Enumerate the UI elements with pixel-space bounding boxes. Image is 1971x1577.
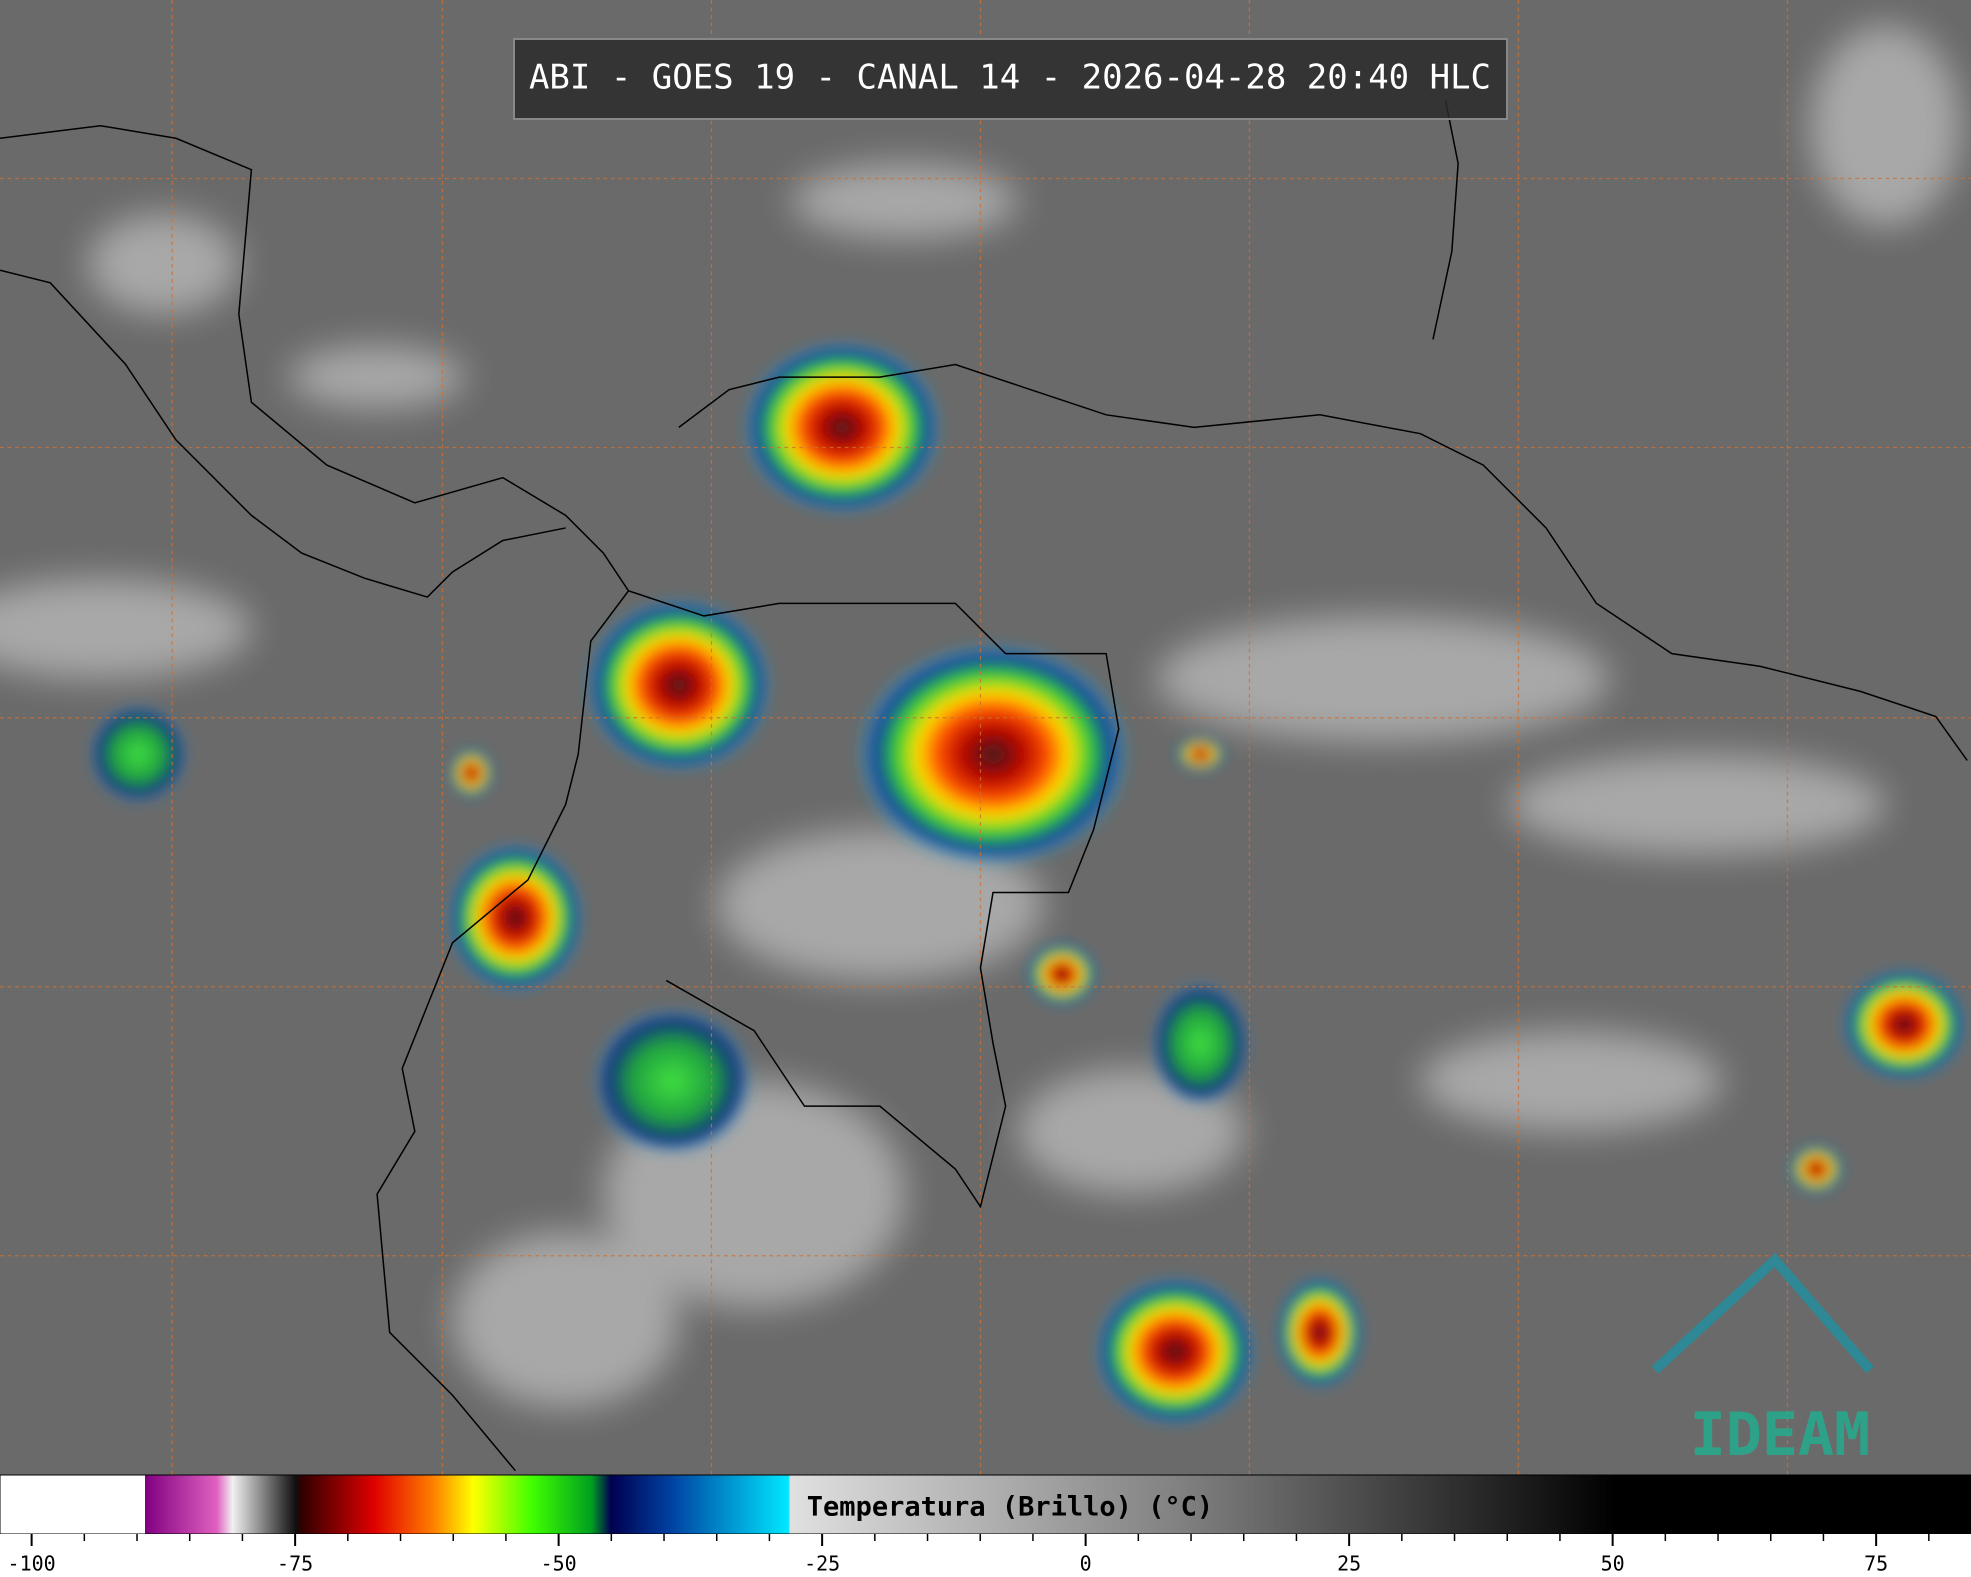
tick-label: 0: [1080, 1552, 1092, 1576]
map-title: ABI - GOES 19 - CANAL 14 - 2026-04-28 20…: [529, 58, 1491, 98]
logo-text: IDEAM: [1690, 1400, 1871, 1470]
tick-label: 50: [1601, 1552, 1625, 1576]
tick-label: 25: [1337, 1552, 1361, 1576]
colorbar: Temperatura (Brillo) (°C): [0, 1474, 1971, 1577]
colorbar-label: Temperatura (Brillo) (°C): [807, 1492, 1213, 1523]
tick-label: -75: [277, 1552, 313, 1576]
satellite-map: IDEAM ABI - GOES 19 - CANAL 14 - 2026-04…: [0, 0, 1971, 1475]
tick-label: -100: [8, 1552, 56, 1576]
tick-label: 75: [1864, 1552, 1888, 1576]
clouds: [0, 0, 1971, 1475]
tick-label: -25: [804, 1552, 840, 1576]
tick-label: -50: [541, 1552, 577, 1576]
